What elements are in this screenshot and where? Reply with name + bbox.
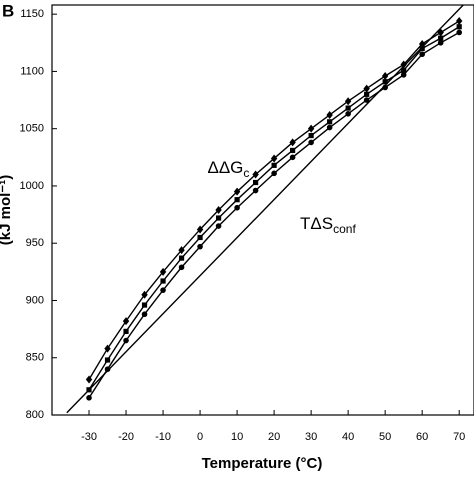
marker (234, 204, 240, 211)
marker (85, 375, 93, 384)
marker (104, 366, 111, 372)
marker (197, 243, 203, 250)
marker (327, 119, 333, 125)
x-tick-label: 30 (305, 431, 317, 443)
marker (344, 97, 352, 106)
marker (104, 357, 111, 363)
marker (419, 45, 425, 52)
marker (364, 91, 370, 97)
marker (456, 29, 462, 36)
marker (345, 105, 351, 111)
marker (290, 147, 296, 154)
marker (289, 138, 296, 147)
y-tick-label: 950 (26, 237, 44, 249)
marker (234, 197, 240, 203)
y-tick-label: 1100 (20, 65, 44, 77)
plot-area (66, 5, 465, 414)
marker (160, 287, 166, 293)
y-tick-label: 1150 (20, 8, 44, 20)
annotation: ΔΔGc (207, 158, 249, 180)
marker (104, 344, 111, 353)
x-tick-label: 40 (342, 431, 354, 443)
marker (159, 267, 167, 276)
marker (122, 317, 130, 326)
y-tick-label: 900 (26, 294, 44, 306)
x-axis-title: Temperature (°C) (202, 455, 323, 472)
series-line (66, 5, 465, 414)
marker (382, 79, 388, 85)
plot-frame (51, 4, 474, 416)
y-tick-label: 800 (26, 409, 44, 421)
marker (123, 337, 129, 344)
marker (160, 278, 166, 284)
annotation: TΔSconf (300, 214, 356, 236)
x-tick-label: -20 (118, 431, 134, 443)
marker (363, 84, 370, 93)
x-tick-label: 10 (231, 431, 243, 443)
marker (381, 72, 389, 81)
marker (308, 132, 314, 139)
annotation-subscript: c (243, 166, 249, 180)
marker (252, 179, 259, 186)
marker (400, 72, 407, 78)
marker (271, 162, 277, 168)
marker (215, 223, 222, 229)
marker (437, 39, 444, 46)
marker (271, 170, 277, 177)
marker (438, 35, 444, 41)
marker (178, 264, 185, 271)
marker (215, 215, 222, 221)
marker (123, 328, 129, 334)
x-tick-label: 70 (453, 431, 465, 443)
x-tick-label: 60 (416, 431, 428, 443)
marker (141, 311, 148, 318)
annotation-text: ΔΔG (207, 158, 243, 177)
marker (141, 302, 148, 308)
marker (419, 51, 425, 58)
marker (178, 246, 185, 255)
marker (196, 225, 204, 234)
marker (363, 97, 370, 103)
y-tick-label: 1050 (20, 123, 44, 135)
marker (400, 60, 407, 69)
annotation-text: TΔS (300, 214, 333, 233)
marker (233, 187, 241, 196)
marker (307, 124, 315, 133)
marker (86, 395, 92, 401)
x-tick-label: -10 (155, 431, 171, 443)
marker (401, 67, 407, 73)
marker (289, 154, 296, 161)
annotation-subscript: conf (333, 222, 356, 236)
y-tick-label: 1000 (20, 180, 44, 192)
marker (252, 170, 259, 179)
x-tick-label: -30 (81, 431, 97, 443)
marker (456, 24, 462, 30)
marker (215, 206, 222, 214)
x-tick-label: 50 (379, 431, 391, 443)
marker (455, 17, 463, 26)
marker (141, 290, 148, 299)
marker (270, 154, 278, 163)
marker (345, 110, 351, 117)
panel-label: B (2, 1, 14, 20)
marker (308, 139, 314, 146)
marker (178, 255, 185, 261)
marker (326, 124, 333, 131)
x-tick-label: 0 (197, 431, 203, 443)
x-tick-label: 20 (268, 431, 280, 443)
marker (252, 187, 259, 194)
marker (197, 234, 203, 241)
y-axis-title: (kJ mol⁻¹) (0, 175, 14, 245)
marker (326, 110, 333, 119)
y-tick-label: 850 (26, 352, 44, 364)
